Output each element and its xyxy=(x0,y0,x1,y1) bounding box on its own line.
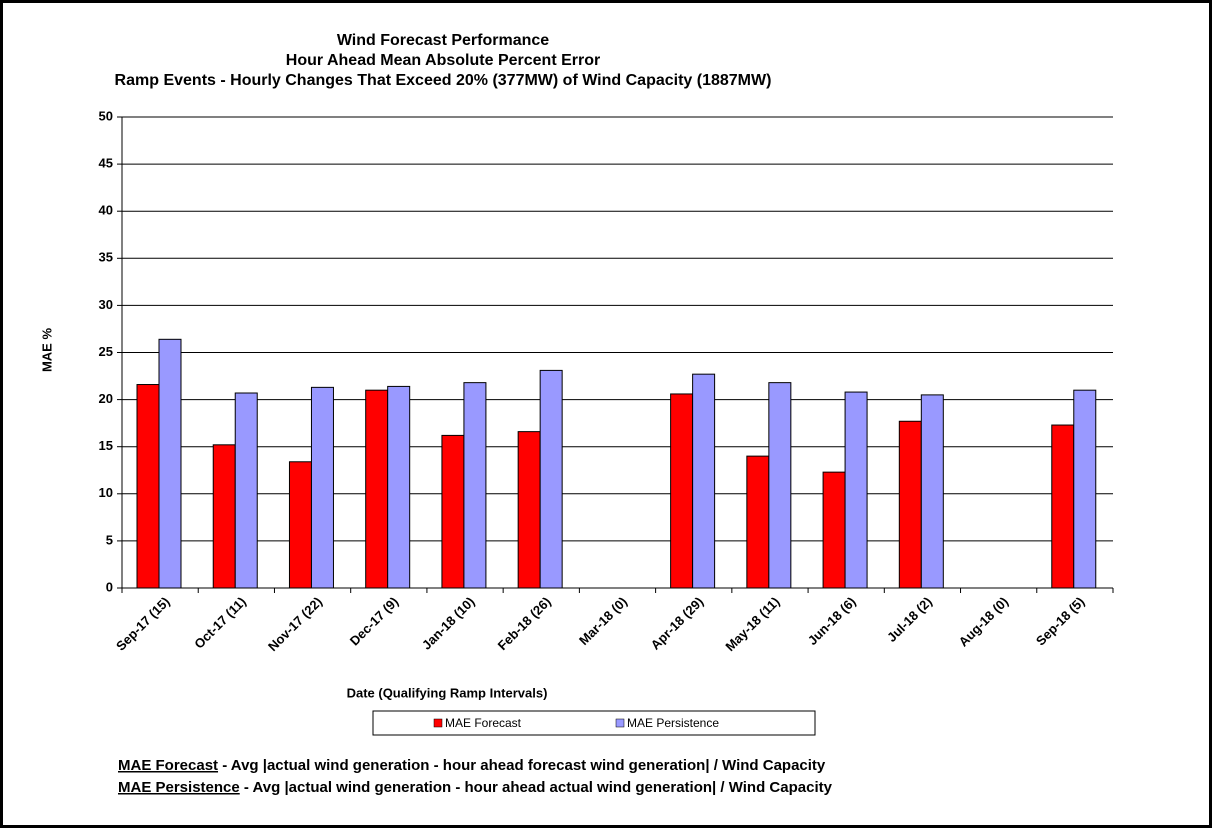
chart-title: Wind Forecast Performance xyxy=(337,32,549,49)
note-text: - Avg |actual wind generation - hour ahe… xyxy=(218,757,826,774)
x-tick-label: Dec-17 (9) xyxy=(347,594,402,649)
y-tick-label: 45 xyxy=(99,156,113,171)
chart: Wind Forecast Performance Hour Ahead Mea… xyxy=(39,32,1114,796)
bar xyxy=(517,431,541,589)
bar xyxy=(158,338,182,589)
bar xyxy=(1051,424,1075,589)
y-tick-label: 0 xyxy=(106,579,113,594)
x-axis-label: Date (Qualifying Ramp Intervals) xyxy=(347,685,548,700)
y-tick-label: 40 xyxy=(99,203,113,218)
note-term: MAE Persistence xyxy=(118,779,240,796)
x-tick-label: May-18 (11) xyxy=(722,594,782,654)
x-tick-label: Feb-18 (26) xyxy=(495,594,554,653)
y-tick-label: 30 xyxy=(99,297,113,312)
bar xyxy=(822,471,846,589)
bar xyxy=(539,369,563,589)
y-tick-label: 20 xyxy=(99,391,113,406)
bar xyxy=(212,444,236,589)
bar xyxy=(365,389,389,589)
x-tick-label: Sep-18 (5) xyxy=(1033,594,1088,649)
bar xyxy=(746,455,770,589)
y-tick-label: 10 xyxy=(99,485,113,500)
x-tick-label: Jan-18 (10) xyxy=(419,594,478,653)
y-tick-label: 25 xyxy=(99,344,113,359)
y-tick-label: 5 xyxy=(106,532,113,547)
bar xyxy=(441,434,465,589)
bar xyxy=(136,384,160,589)
legend-label: MAE Forecast xyxy=(445,716,522,730)
note-term: MAE Forecast xyxy=(118,757,218,774)
chart-subtitle: Ramp Events - Hourly Changes That Exceed… xyxy=(115,72,772,89)
x-tick-label: Jun-18 (6) xyxy=(805,594,859,648)
bar xyxy=(768,382,792,589)
x-tick-label: Sep-17 (15) xyxy=(113,594,173,654)
legend-swatch xyxy=(615,718,625,728)
bar xyxy=(310,386,334,589)
bar xyxy=(920,394,944,589)
bar xyxy=(234,392,258,589)
chart-subtitle: Hour Ahead Mean Absolute Percent Error xyxy=(286,52,600,69)
x-tick-label: Apr-18 (29) xyxy=(648,594,707,653)
bar xyxy=(387,385,411,589)
y-tick-label: 50 xyxy=(99,108,113,123)
bar xyxy=(288,461,312,589)
bar xyxy=(692,373,716,589)
y-axis-label: MAE % xyxy=(39,328,54,373)
x-tick-label: Aug-18 (0) xyxy=(956,594,1012,650)
legend xyxy=(372,710,816,736)
legend-label: MAE Persistence xyxy=(627,716,719,730)
y-tick-label: 35 xyxy=(99,250,113,265)
bar xyxy=(1073,389,1097,589)
x-tick-label: Oct-17 (11) xyxy=(191,594,249,652)
bar xyxy=(844,391,868,589)
x-tick-label: Jul-18 (2) xyxy=(884,594,935,645)
bar xyxy=(898,420,922,589)
bar xyxy=(463,382,487,589)
y-tick-label: 15 xyxy=(99,438,113,453)
legend-swatch xyxy=(433,718,443,728)
x-tick-label: Nov-17 (22) xyxy=(265,594,325,654)
note: MAE Forecast - Avg |actual wind generati… xyxy=(118,757,826,774)
note: MAE Persistence - Avg |actual wind gener… xyxy=(118,779,833,796)
bar xyxy=(670,393,694,589)
x-tick-label: Mar-18 (0) xyxy=(576,594,630,648)
note-text: - Avg |actual wind generation - hour ahe… xyxy=(240,779,833,796)
